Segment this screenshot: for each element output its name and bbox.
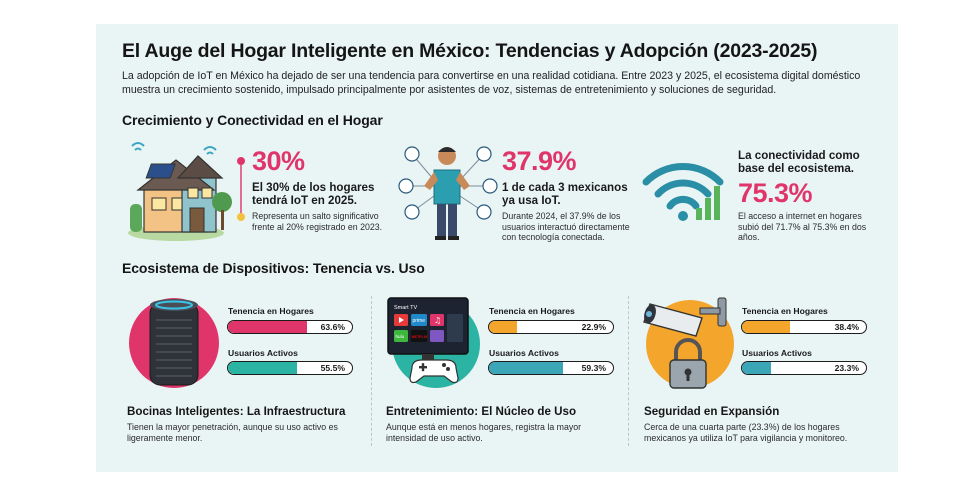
section-devices-title: Ecosistema de Dispositivos: Tenencia vs.… <box>122 260 425 276</box>
smart-speaker-icon <box>129 298 219 388</box>
wifi-signal-icon <box>642 163 724 221</box>
app-hulu: hulu <box>396 334 405 339</box>
active-bar-speakers: 55.5% <box>227 361 353 375</box>
active-bar-fill <box>742 362 771 374</box>
active-bar-fill <box>228 362 297 374</box>
device-body-entertainment: Aunque está en menos hogares, registra l… <box>386 422 582 443</box>
stat-body-users: Durante 2024, el 37.9% de los usuarios i… <box>502 211 630 242</box>
device-body-speakers: Tienen la mayor penetración, aunque su u… <box>127 422 338 443</box>
active-label: Usuarios Activos <box>228 348 298 358</box>
ownership-label: Tenencia en Hogares <box>228 306 314 316</box>
active-bar-entertainment: 59.3% <box>488 361 614 375</box>
ownership-bar-speakers: 63.6% <box>227 320 353 334</box>
active-bar-fill <box>489 362 563 374</box>
device-title-speakers: Bocinas Inteligentes: La Infraestructura <box>127 405 346 418</box>
ownership-label: Tenencia en Hogares <box>742 306 828 316</box>
stat-body-connectivity: El acceso a internet en hogares subió de… <box>738 211 867 242</box>
ownership-value: 63.6% <box>320 322 345 332</box>
ownership-bar-fill <box>742 321 790 333</box>
active-value: 55.5% <box>320 363 345 373</box>
stat-headline-households: El 30% de los hogares tendrá IoT en 2025… <box>252 181 375 207</box>
security-camera-icon <box>643 297 734 389</box>
ownership-bar-fill <box>489 321 518 333</box>
device-body-security: Cerca de una cuarta parte (23.3%) de los… <box>644 422 848 443</box>
stat-value-households: 30% <box>252 146 305 176</box>
column-divider <box>371 296 372 446</box>
smart-tv-icon: Smart TV prime ♫ hulu NETFLIX <box>387 297 480 388</box>
music-note-icon: ♫ <box>434 316 441 325</box>
ownership-label: Tenencia en Hogares <box>489 306 575 316</box>
stat-headline-users: 1 de cada 3 mexicanos ya usa IoT. <box>502 181 628 207</box>
active-label: Usuarios Activos <box>742 348 812 358</box>
stat-headline-connectivity: La conectividad como base del ecosistema… <box>738 149 860 175</box>
app-prime: prime <box>413 318 426 324</box>
intro-paragraph: La adopción de IoT en México ha dejado d… <box>122 70 861 96</box>
ownership-value: 22.9% <box>581 322 606 332</box>
stat-body-households: Representa un salto significativo frente… <box>252 211 383 232</box>
device-title-entertainment: Entretenimiento: El Núcleo de Uso <box>386 405 577 418</box>
column-divider <box>628 296 629 446</box>
stat-value-users: 37.9% <box>502 146 577 176</box>
tv-label: Smart TV <box>394 305 417 311</box>
ownership-bar-fill <box>228 321 307 333</box>
smart-house-icon <box>128 142 232 241</box>
active-bar-security: 23.3% <box>741 361 867 375</box>
app-netflix: NETFLIX <box>412 335 428 339</box>
page-title: El Auge del Hogar Inteligente en México:… <box>122 40 818 62</box>
stat-value-connectivity: 75.3% <box>738 178 813 208</box>
active-value: 59.3% <box>581 363 606 373</box>
device-title-security: Seguridad en Expansión <box>644 405 780 418</box>
active-label: Usuarios Activos <box>489 348 559 358</box>
active-value: 23.3% <box>834 363 859 373</box>
section-growth-title: Crecimiento y Conectividad en el Hogar <box>122 112 383 128</box>
infographic-panel <box>96 24 898 472</box>
ownership-bar-security: 38.4% <box>741 320 867 334</box>
connected-person-icon <box>398 146 498 240</box>
timeline-icon <box>237 157 245 221</box>
ownership-bar-entertainment: 22.9% <box>488 320 614 334</box>
ownership-value: 38.4% <box>834 322 859 332</box>
